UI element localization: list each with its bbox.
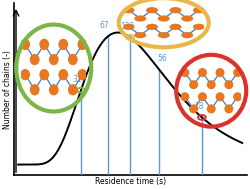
Y-axis label: Number of chains (-): Number of chains (-) [4,50,13,129]
Circle shape [122,24,134,30]
Circle shape [198,92,207,101]
Circle shape [158,32,170,38]
X-axis label: Residence time (s): Residence time (s) [95,177,166,186]
Circle shape [170,7,181,13]
Circle shape [216,92,224,101]
Circle shape [78,39,87,50]
Circle shape [39,69,49,80]
Text: 56: 56 [158,54,168,63]
Circle shape [224,80,233,89]
Circle shape [134,32,146,38]
Circle shape [216,68,224,77]
Circle shape [49,84,58,95]
Circle shape [193,24,205,30]
Text: 18: 18 [194,102,203,111]
Circle shape [198,68,207,77]
Circle shape [20,69,30,80]
Circle shape [49,54,58,65]
Circle shape [180,68,189,77]
Circle shape [224,104,233,113]
Circle shape [207,80,216,89]
Circle shape [193,7,205,13]
Circle shape [180,92,189,101]
Circle shape [181,15,193,22]
Circle shape [189,104,198,113]
Circle shape [134,15,146,22]
Circle shape [30,84,40,95]
Circle shape [207,104,216,113]
Circle shape [39,39,49,50]
Circle shape [233,92,242,101]
Circle shape [233,68,242,77]
Circle shape [146,7,158,13]
Circle shape [58,39,68,50]
Circle shape [181,32,193,38]
Circle shape [189,80,198,89]
Text: 31: 31 [73,75,83,84]
Circle shape [58,69,68,80]
Text: 67: 67 [100,21,110,30]
Circle shape [30,54,40,65]
Circle shape [158,15,170,22]
Text: 122: 122 [120,22,134,31]
Circle shape [146,24,158,30]
Circle shape [78,69,87,80]
Circle shape [170,24,181,30]
Circle shape [20,39,30,50]
Circle shape [68,54,78,65]
Circle shape [122,7,134,13]
Circle shape [68,84,78,95]
